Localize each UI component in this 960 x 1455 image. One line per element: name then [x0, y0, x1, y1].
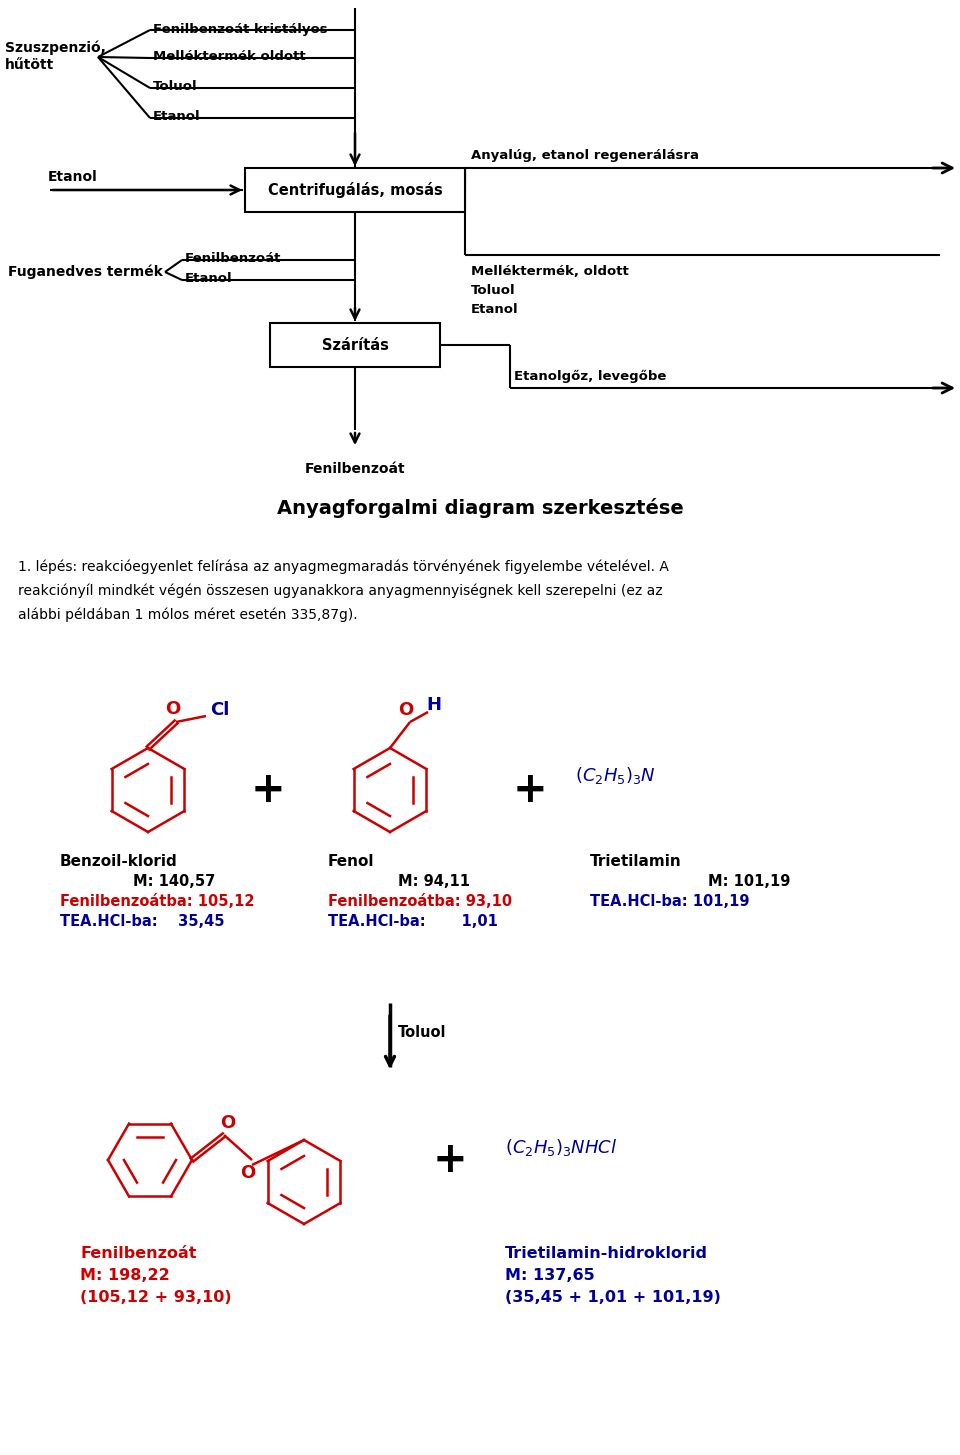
- Text: Benzoil-klorid: Benzoil-klorid: [60, 854, 178, 869]
- Bar: [245, 167, 465, 212]
- Text: Anyagforgalmi diagram szerkesztése: Anyagforgalmi diagram szerkesztése: [276, 498, 684, 518]
- Text: Etanol: Etanol: [153, 111, 201, 124]
- Text: Etanol: Etanol: [185, 272, 232, 285]
- Text: reakciónyíl mindkét végén összesen ugyanakkora anyagmennyiségnek kell szerepelni: reakciónyíl mindkét végén összesen ugyan…: [18, 583, 662, 598]
- Text: H: H: [426, 695, 442, 714]
- Text: O: O: [398, 701, 414, 719]
- Text: +: +: [433, 1139, 468, 1181]
- Text: Etanol: Etanol: [471, 303, 518, 316]
- Text: (105,12 + 93,10): (105,12 + 93,10): [80, 1291, 231, 1305]
- Text: TEA.HCl-ba:    35,45: TEA.HCl-ba: 35,45: [60, 914, 225, 928]
- Text: $(C_2H_5)_3N$: $(C_2H_5)_3N$: [575, 765, 656, 787]
- Text: Cl: Cl: [210, 701, 229, 719]
- Text: M: 101,19: M: 101,19: [708, 874, 790, 889]
- Text: Melléktermék, oldott: Melléktermék, oldott: [471, 265, 629, 278]
- Text: TEA.HCl-ba:       1,01: TEA.HCl-ba: 1,01: [328, 914, 498, 928]
- Text: +: +: [513, 770, 547, 810]
- Text: Fenilbenzoát: Fenilbenzoát: [80, 1245, 197, 1261]
- Text: O: O: [240, 1164, 255, 1181]
- Text: Fenol: Fenol: [328, 854, 374, 869]
- Text: O: O: [221, 1115, 235, 1132]
- Text: Toluol: Toluol: [471, 284, 516, 297]
- Text: Fuganedves termék: Fuganedves termék: [8, 265, 163, 279]
- Text: M: 94,11: M: 94,11: [398, 874, 470, 889]
- Text: Etanolgőz, levegőbe: Etanolgőz, levegőbe: [514, 370, 666, 383]
- Text: Trietilamin: Trietilamin: [590, 854, 682, 869]
- Text: +: +: [251, 770, 285, 810]
- Text: Fenilbenzoátba: 105,12: Fenilbenzoátba: 105,12: [60, 893, 254, 909]
- Text: Anyalúg, etanol regenerálásra: Anyalúg, etanol regenerálásra: [471, 150, 699, 163]
- Text: Fenilbenzoátba: 93,10: Fenilbenzoátba: 93,10: [328, 893, 512, 909]
- Text: Trietilamin-hidroklorid: Trietilamin-hidroklorid: [505, 1245, 708, 1261]
- Text: Etanol: Etanol: [48, 170, 98, 183]
- Text: Szuszpenzió,: Szuszpenzió,: [5, 41, 106, 55]
- Text: M: 140,57: M: 140,57: [132, 874, 215, 889]
- Text: M: 137,65: M: 137,65: [505, 1267, 595, 1283]
- Text: M: 198,22: M: 198,22: [80, 1267, 170, 1283]
- Text: O: O: [165, 700, 180, 717]
- Bar: [270, 323, 440, 367]
- Text: hűtött: hűtött: [5, 58, 55, 71]
- Text: (35,45 + 1,01 + 101,19): (35,45 + 1,01 + 101,19): [505, 1291, 721, 1305]
- Text: 1. lépés: reakcióegyenlet felírása az anyagmegmaradás törvényének figyelembe vét: 1. lépés: reakcióegyenlet felírása az an…: [18, 560, 669, 575]
- Text: Fenilbenzoát: Fenilbenzoát: [304, 463, 405, 476]
- Text: TEA.HCl-ba: 101,19: TEA.HCl-ba: 101,19: [590, 893, 750, 909]
- Text: Centrifugálás, mosás: Centrifugálás, mosás: [268, 182, 443, 198]
- Text: Szárítás: Szárítás: [322, 338, 389, 352]
- Text: alábbi példában 1 mólos méret esetén 335,87g).: alábbi példában 1 mólos méret esetén 335…: [18, 608, 358, 623]
- Text: Fenilbenzoát kristályos: Fenilbenzoát kristályos: [153, 22, 327, 35]
- Text: Melléktermék oldott: Melléktermék oldott: [153, 51, 305, 64]
- Text: Fenilbenzoát: Fenilbenzoát: [185, 253, 281, 265]
- Text: Toluol: Toluol: [153, 80, 198, 93]
- Text: Toluol: Toluol: [398, 1024, 446, 1040]
- Text: $(C_2H_5)_3NHCl$: $(C_2H_5)_3NHCl$: [505, 1138, 617, 1158]
